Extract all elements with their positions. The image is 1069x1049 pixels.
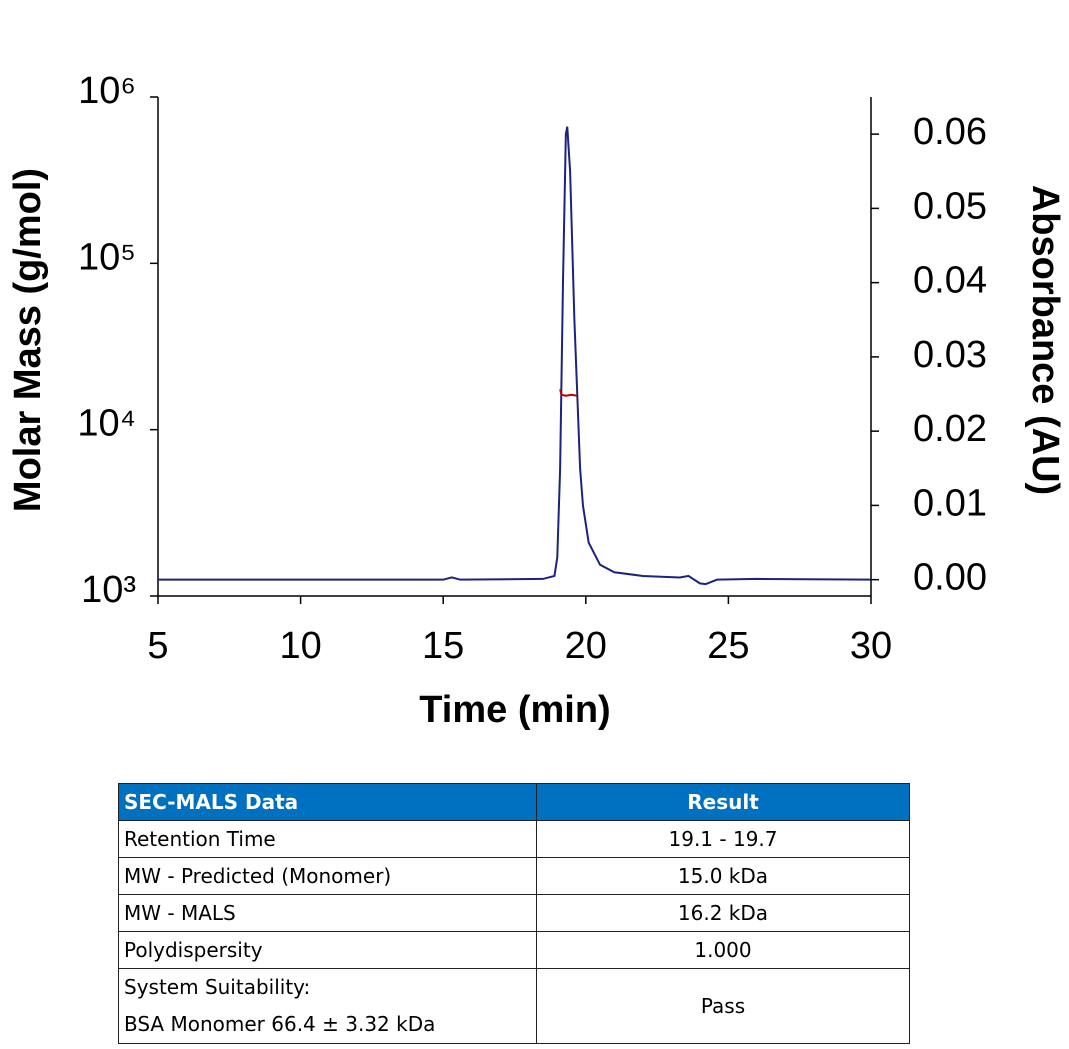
y-tick-label: 10⁵ (78, 236, 136, 278)
y2-tick-label: 0.06 (913, 111, 987, 153)
row-label: Polydispersity (118, 931, 537, 969)
series-line (158, 126, 872, 586)
results-table: SEC-MALS Data Result Retention Time 19.1 - … (118, 783, 910, 1044)
row-result: 19.1 - 19.7 (536, 820, 910, 858)
y2-tick-label: 0.04 (913, 260, 987, 302)
y2-tick-label: 0.02 (913, 408, 987, 450)
label-line: Polydispersity (124, 938, 263, 962)
label-line: System Suitability: (124, 975, 311, 999)
y2-tick-label: 0.05 (913, 185, 987, 227)
table-row: MW - MALS 16.2 kDa (118, 894, 910, 932)
x-tick-label: 10 (279, 625, 321, 667)
y2-tick-label: 0.03 (913, 334, 987, 376)
header-cell: SEC-MALS Data (118, 783, 537, 821)
y-axis-title: Molar Mass (g/mol) (7, 168, 49, 512)
label-line: MW - Predicted (Monomer) (124, 864, 392, 888)
x-tick-label: 15 (422, 625, 464, 667)
x-tick-label: 5 (147, 625, 168, 667)
header-cell: Result (536, 783, 910, 821)
row-label: MW - MALS (118, 894, 537, 932)
row-result: 16.2 kDa (536, 894, 910, 932)
table-row: Retention Time 19.1 - 19.7 (118, 820, 910, 858)
y-tick-label: 10⁶ (78, 70, 136, 112)
table-row: MW - Predicted (Monomer) 15.0 kDa (118, 857, 910, 895)
x-tick-label: 25 (707, 625, 749, 667)
x-tick-label: 20 (565, 625, 607, 667)
table-row: Polydispersity 1.000 (118, 931, 910, 969)
y-tick-label: 10³ (81, 569, 136, 611)
y-tick-label: 10⁴ (77, 403, 136, 445)
x-axis-title: Time (min) (419, 689, 610, 731)
chart: Time (min) Molar Mass (g/mol) Absorbance… (7, 70, 1066, 731)
y2-tick-label: 0.01 (913, 482, 987, 524)
row-result: 15.0 kDa (536, 857, 910, 895)
label-line: Retention Time (124, 827, 276, 851)
table-row: System Suitability: BSA Monomer 66.4 ± 3.… (118, 968, 910, 1044)
y2-tick-label: 0.00 (913, 557, 987, 599)
row-label: MW - Predicted (Monomer) (118, 857, 537, 895)
label-line: MW - MALS (124, 901, 236, 925)
row-label: System Suitability: BSA Monomer 66.4 ± 3.… (118, 968, 537, 1044)
row-label: Retention Time (118, 820, 537, 858)
row-result: 1.000 (536, 931, 910, 969)
label-line: BSA Monomer 66.4 ± 3.32 kDa (124, 1012, 436, 1036)
series-line (559, 388, 578, 397)
row-result: Pass (536, 968, 910, 1044)
x-tick-label: 30 (850, 625, 892, 667)
y2-axis-title: Absorbance (AU) (1024, 185, 1066, 495)
